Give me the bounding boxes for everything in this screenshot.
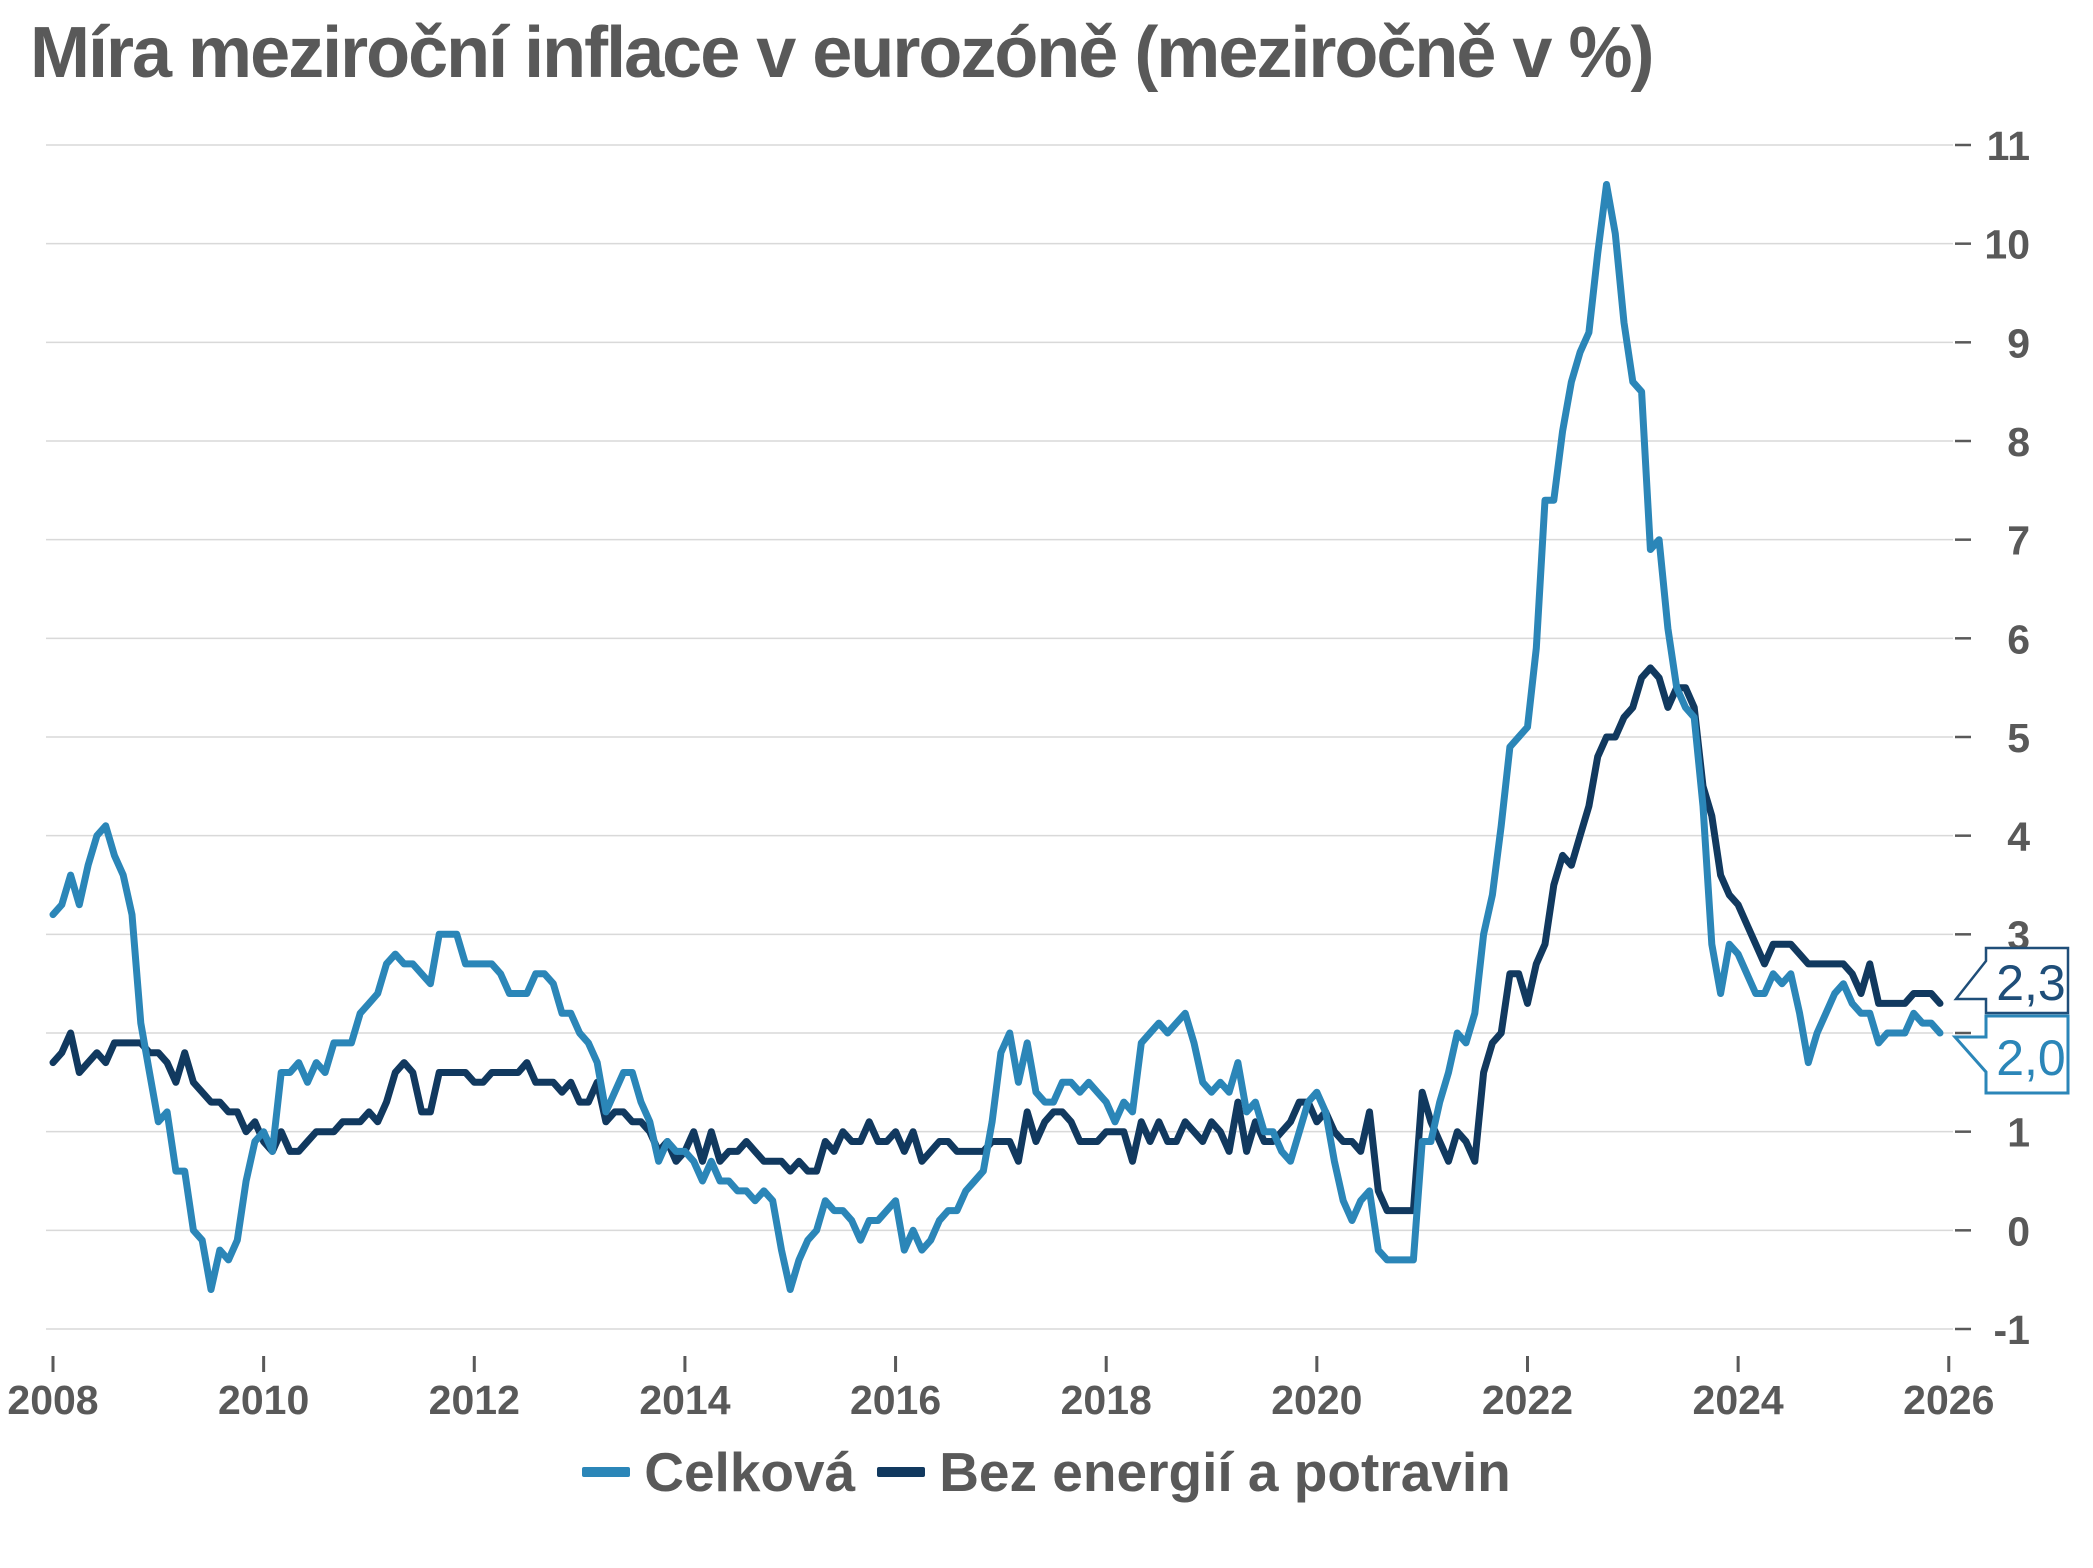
y-axis-label: 5: [2007, 715, 2030, 761]
callout-core-value: 2,3: [1996, 955, 2066, 1011]
chart-title: Míra meziroční inflace v eurozóně (mezir…: [30, 13, 1654, 93]
callout-core-box: [1953, 946, 2070, 1015]
y-axis-label: 6: [2007, 616, 2030, 662]
x-axis-label: 2020: [1271, 1377, 1362, 1423]
gridlines: [46, 144, 1953, 1330]
legend-item-total: Celková: [582, 1440, 855, 1504]
x-axis-label: 2008: [7, 1377, 98, 1423]
x-axis-label: 2010: [218, 1377, 309, 1423]
y-axis-label: 9: [2007, 320, 2030, 366]
y-axis-label: 4: [2007, 814, 2030, 860]
y-axis-label: 1: [2007, 1110, 2030, 1156]
x-axis-ticks: [51, 1356, 1951, 1372]
legend: Celková Bez energií a potravin: [0, 1440, 2093, 1504]
plot-line-total: [49, 181, 1944, 1293]
callout-total: 2,0: [1951, 1014, 2070, 1095]
legend-label-total: Celková: [644, 1441, 856, 1503]
total-line-swatch: [582, 1467, 631, 1477]
callout-total-value: 2,0: [1996, 1030, 2066, 1086]
y-axis-label: 0: [2007, 1208, 2030, 1254]
y-axis-label: -1: [1994, 1307, 2030, 1353]
y-axis-label: 10: [1984, 222, 2030, 268]
x-axis-labels: 2008 2010 2012 2014 2016 2018 2020 2022 2024 2026: [7, 1377, 1994, 1423]
x-axis-label: 2024: [1693, 1377, 1784, 1423]
x-axis-label: 2012: [429, 1377, 520, 1423]
x-axis-label: 2016: [850, 1377, 941, 1423]
data-lines: [49, 181, 1944, 1293]
callout-core: 2,3: [1953, 946, 2070, 1015]
y-axis-ticks: [1955, 143, 1971, 1331]
x-axis-label: 2022: [1482, 1377, 1573, 1423]
y-axis-label: 11: [1987, 123, 2030, 169]
plot-line-core: [49, 664, 1944, 1215]
legend-item-core: Bez energií a potravin: [877, 1440, 1511, 1504]
y-axis-label: 7: [2007, 518, 2030, 564]
y-axis-label: 8: [2007, 419, 2030, 465]
core-line-swatch: [877, 1467, 926, 1477]
x-axis-label: 2026: [1903, 1377, 1994, 1423]
legend-label-core: Bez energií a potravin: [939, 1441, 1511, 1503]
callout-total-box: [1951, 1014, 2070, 1095]
x-axis-label: 2018: [1061, 1377, 1152, 1423]
x-axis-label: 2014: [639, 1377, 730, 1423]
